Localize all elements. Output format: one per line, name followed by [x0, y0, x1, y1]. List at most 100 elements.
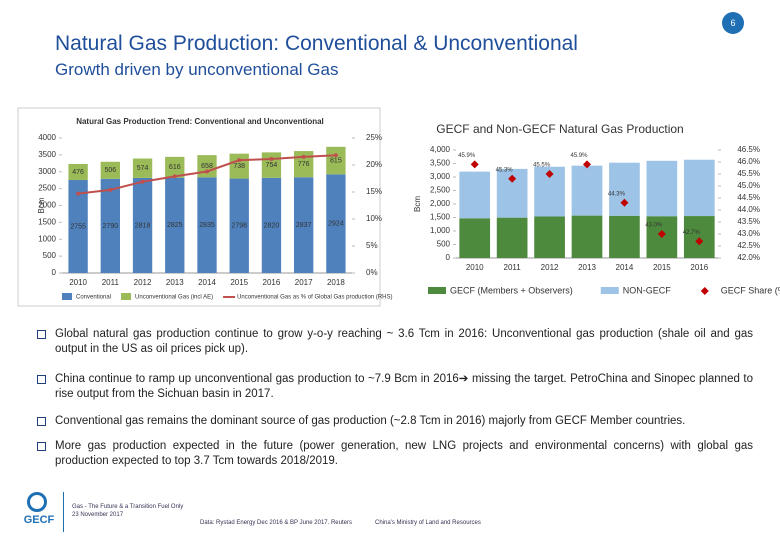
share-marker: [583, 160, 591, 169]
y2-tick-label: 45.0%: [737, 181, 760, 190]
data-label: 574: [137, 165, 149, 172]
legend-swatch: [428, 287, 446, 294]
y2-tick-label: 42.5%: [737, 241, 760, 250]
logo-box: GECF: [15, 492, 64, 532]
data-label: 45.9%: [570, 153, 588, 159]
x-tick-label: 2016: [690, 263, 708, 272]
bar-segment: [459, 171, 491, 219]
x-tick-label: 2011: [102, 278, 120, 287]
bar-segment: [609, 162, 640, 216]
legend-label: Unconventional Gas as % of Global Gas pr…: [237, 295, 392, 301]
data-label: 2798: [231, 223, 247, 230]
data-label: 42.7%: [683, 230, 701, 236]
y-tick-label: 4000: [38, 133, 56, 142]
x-tick-label: 2010: [69, 278, 87, 287]
footer-date: 23 November 2017: [72, 512, 124, 518]
y-tick-label: 3,000: [430, 172, 451, 181]
bar-segment: [534, 216, 565, 258]
share-point: [333, 153, 338, 158]
x-tick-label: 2010: [466, 263, 484, 272]
legend-label: Conventional: [76, 295, 111, 301]
y2-tick-label: 43.0%: [737, 229, 760, 238]
x-tick-label: 2018: [327, 278, 345, 287]
y-tick-label: 1,000: [430, 226, 451, 235]
y-tick-label: 3000: [38, 167, 56, 176]
data-label: 2818: [135, 222, 151, 229]
bar-segment: [68, 180, 88, 273]
y-tick-label: 2500: [38, 184, 56, 193]
legend-swatch: [121, 293, 132, 300]
y2-tick-label: 43.5%: [737, 217, 760, 226]
data-label: 616: [169, 164, 181, 171]
data-label: 2790: [103, 223, 119, 230]
x-tick-label: 2015: [653, 263, 671, 272]
bullet-icon: [37, 442, 46, 451]
y-tick-label: 500: [437, 240, 451, 249]
data-label: 776: [298, 161, 310, 168]
bar-segment: [683, 159, 715, 217]
data-label: 658: [201, 163, 213, 170]
bullet: Conventional gas remains the dominant so…: [55, 415, 686, 427]
x-tick-label: 2015: [230, 278, 248, 287]
x-tick-label: 2011: [504, 263, 522, 272]
bar-segment: [229, 178, 249, 273]
logo-mark: [27, 492, 47, 512]
bullet-icon: [37, 375, 46, 384]
y-tick-label: 2000: [38, 201, 56, 210]
share-point: [205, 169, 209, 174]
y-tick-label: 1500: [38, 217, 56, 226]
bar-segment: [571, 215, 603, 258]
bullet-icon: [37, 417, 46, 426]
bar-segment: [165, 177, 185, 273]
y2-tick-label: 5%: [366, 241, 378, 250]
bar-segment: [496, 217, 528, 258]
footer-source: Data: Rystad Energy Dec 2016 & BP June 2…: [200, 520, 352, 526]
bar-segment: [68, 163, 88, 181]
data-label: 2837: [296, 222, 312, 229]
y-axis-label: Bcm: [37, 197, 46, 213]
bullet-icon: [37, 330, 46, 339]
share-point: [108, 187, 113, 192]
data-label: 45.3%: [496, 167, 514, 173]
bar-segment: [294, 177, 314, 273]
share-point: [76, 191, 81, 196]
share-point: [237, 158, 242, 163]
share-point: [269, 157, 274, 162]
y2-tick-label: 45.5%: [737, 169, 760, 178]
data-label: 754: [266, 162, 278, 169]
data-label: 506: [104, 167, 116, 174]
y2-tick-label: 46.5%: [737, 145, 760, 154]
bar-segment: [100, 161, 120, 179]
bar-segment: [683, 216, 715, 258]
x-tick-label: 2014: [616, 263, 634, 272]
chart-title: Natural Gas Production Trend: Convention…: [76, 117, 324, 126]
page-number: 6: [722, 12, 744, 34]
logo-text: GECF: [23, 514, 55, 526]
y2-tick-label: 42.0%: [737, 253, 760, 262]
y-tick-label: 3500: [38, 150, 56, 159]
data-label: 2835: [199, 222, 215, 229]
x-tick-label: 2017: [295, 278, 313, 287]
share-point: [301, 154, 306, 159]
y-tick-label: 3,500: [430, 159, 451, 168]
y-tick-label: 1000: [38, 234, 56, 243]
y2-tick-label: 44.5%: [737, 193, 760, 202]
share-marker: [620, 198, 629, 207]
bar-segment: [132, 158, 153, 178]
share-marker: [657, 230, 666, 238]
legend-label: Unconventional Gas (incl AE): [135, 295, 213, 301]
y2-tick-label: 15%: [366, 187, 382, 196]
data-label: 2825: [167, 222, 183, 229]
data-label: 2755: [70, 223, 86, 230]
data-label: 2924: [328, 221, 344, 228]
legend-label: GECF (Members + Observers): [450, 285, 573, 295]
y-tick-label: 2,000: [430, 199, 451, 208]
bar-segment: [132, 177, 153, 273]
legend-swatch: [600, 287, 619, 294]
data-label: 44.3%: [608, 191, 626, 197]
y-axis-label: Bcm: [413, 196, 422, 212]
legend-label: GECF Share (%): [721, 285, 780, 295]
bar-segment: [261, 177, 282, 273]
